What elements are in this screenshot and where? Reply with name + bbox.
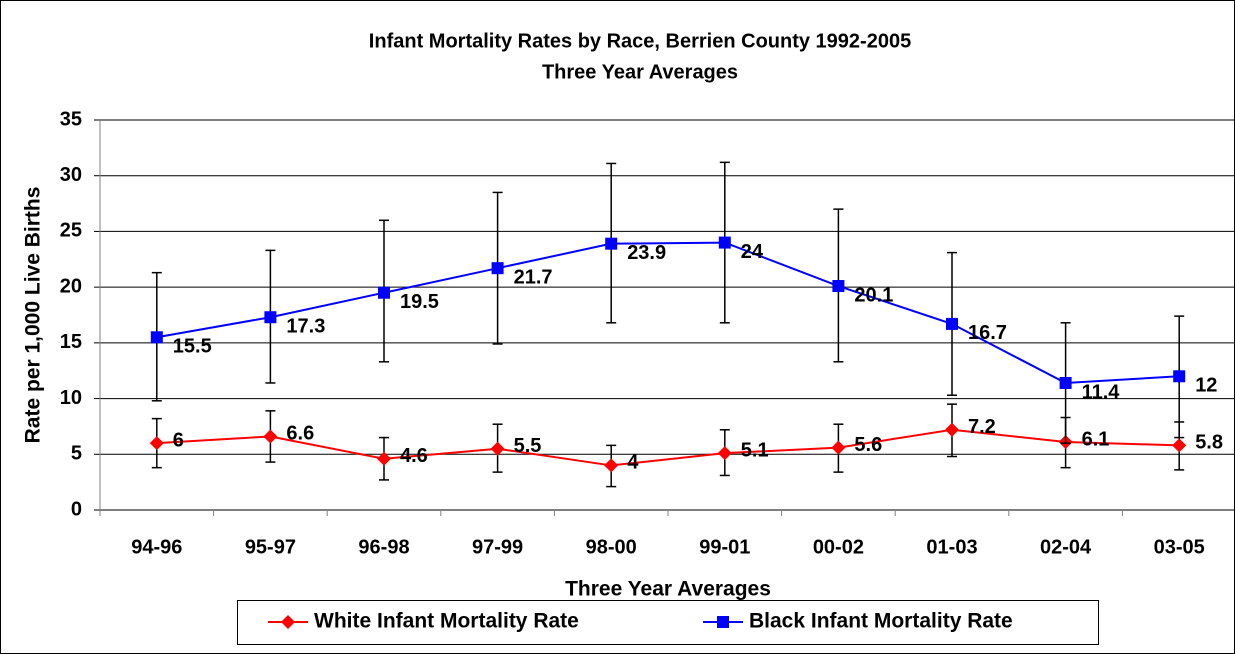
x-tick-label: 00-02 — [813, 536, 864, 558]
data-point — [604, 458, 619, 473]
x-tick-label: 94-96 — [131, 536, 182, 558]
data-label: 11.4 — [1082, 381, 1121, 403]
data-label: 6.1 — [1082, 428, 1110, 450]
x-tick-label: 01-03 — [926, 536, 977, 558]
data-label: 16.7 — [968, 322, 1007, 344]
y-tick-label: 25 — [60, 220, 82, 242]
data-point — [490, 441, 505, 456]
data-point — [718, 236, 731, 249]
x-tick-label: 02-04 — [1040, 536, 1092, 558]
y-tick-label: 30 — [60, 164, 82, 186]
data-point — [149, 436, 164, 451]
data-label: 4 — [627, 452, 639, 474]
data-point — [378, 286, 390, 299]
data-label: 15.5 — [173, 336, 212, 358]
x-tick-label: 98-00 — [586, 536, 637, 558]
data-point — [1059, 376, 1072, 389]
x-tick-label: 96-98 — [358, 536, 409, 558]
data-label: 19.5 — [400, 291, 439, 313]
data-label: 5.6 — [854, 434, 882, 456]
data-point — [1173, 370, 1186, 383]
legend-box — [237, 600, 1099, 645]
x-tick-label: 97-99 — [472, 536, 523, 558]
legend-marker — [281, 615, 295, 629]
data-label: 17.3 — [286, 316, 325, 338]
data-point — [377, 451, 391, 466]
data-label: 24 — [741, 241, 764, 263]
x-tick-label: 99-01 — [699, 536, 750, 558]
data-point — [150, 331, 163, 344]
data-point — [831, 440, 846, 455]
data-point — [1172, 438, 1187, 453]
data-label: 5.8 — [1195, 432, 1223, 454]
data-point — [945, 422, 959, 437]
y-tick-label: 5 — [71, 443, 82, 465]
data-label: 6.6 — [286, 423, 314, 445]
data-point — [263, 429, 278, 444]
y-tick-label: 15 — [60, 331, 82, 353]
series-line — [156, 428, 1180, 467]
y-axis-title: Rate per 1,000 Live Births — [22, 187, 45, 444]
data-label: 5.5 — [514, 435, 542, 457]
legend-marker — [717, 616, 729, 628]
data-point — [605, 237, 618, 250]
y-tick-label: 20 — [60, 275, 82, 297]
data-label: 21.7 — [514, 266, 553, 288]
x-axis-title: Three Year Averages — [565, 578, 771, 601]
data-point — [264, 311, 277, 324]
y-tick-label: 10 — [60, 387, 82, 409]
data-label: 12 — [1195, 375, 1217, 397]
legend-label: White Infant Mortality Rate — [314, 610, 579, 633]
data-label: 5.1 — [741, 439, 769, 461]
y-tick-label: 35 — [60, 108, 82, 130]
data-point — [946, 317, 958, 330]
data-label: 23.9 — [627, 242, 666, 264]
data-point — [491, 262, 504, 275]
y-tick-label: 0 — [71, 498, 82, 520]
data-point — [832, 280, 845, 293]
x-tick-label: 95-97 — [245, 536, 296, 558]
data-label: 4.6 — [400, 445, 428, 467]
series-line — [156, 241, 1180, 384]
data-point — [717, 446, 732, 461]
data-label: 7.2 — [968, 416, 996, 438]
legend-label: Black Infant Mortality Rate — [749, 610, 1013, 633]
x-tick-label: 03-05 — [1154, 536, 1205, 558]
chart-subtitle: Three Year Averages — [542, 61, 738, 83]
data-label: 20.1 — [854, 284, 893, 306]
data-label: 6 — [173, 429, 184, 451]
chart-title: Infant Mortality Rates by Race, Berrien … — [369, 30, 911, 52]
